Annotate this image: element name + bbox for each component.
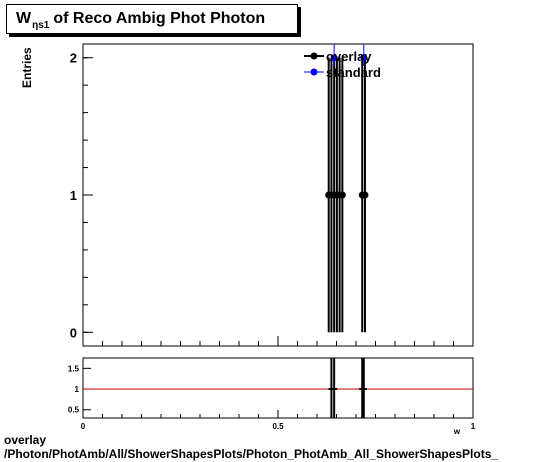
footer-caption: overlay /Photon/PhotAmb/All/ShowerShapes… <box>4 433 498 461</box>
legend-overlay-marker <box>310 52 318 60</box>
x-axis-label: w <box>453 427 461 436</box>
ratio-y-tick-label: 1.5 <box>68 364 80 373</box>
standard-point <box>330 54 338 62</box>
ratio-x-tick-label: 1 <box>471 422 476 431</box>
title-main-text: W <box>16 10 32 27</box>
footer-line-2: /Photon/PhotAmb/All/ShowerShapesPlots/Ph… <box>4 447 499 461</box>
ratio-y-tick-label: 0.5 <box>68 406 80 415</box>
legend-standard-label: standard <box>326 65 381 80</box>
overlay-point <box>361 191 369 199</box>
ratio-y-tick-label: 1 <box>75 385 80 394</box>
ratio-x-tick-label: 0 <box>81 422 86 431</box>
y-tick-label: 1 <box>70 188 77 203</box>
title-rest-text: of Reco Ambig Phot Photon <box>53 10 266 27</box>
chart-title: Wηs1 of Reco Ambig Phot Photon <box>16 10 266 31</box>
overlay-point <box>338 191 346 199</box>
ratio-plot-frame <box>82 357 474 419</box>
y-tick-label: 0 <box>70 325 77 340</box>
ratio-x-tick-label: 0.5 <box>272 422 284 431</box>
main-plot-frame <box>82 43 474 347</box>
standard-point <box>360 54 368 62</box>
title-subscript: ηs1 <box>32 20 50 31</box>
legend-overlay-label: overlay <box>326 49 372 64</box>
y-tick-label: 2 <box>70 51 77 66</box>
chart-title-box: Wηs1 of Reco Ambig Phot Photon <box>6 4 298 34</box>
footer-line-1: overlay <box>4 433 47 447</box>
legend-standard-marker <box>310 68 318 76</box>
